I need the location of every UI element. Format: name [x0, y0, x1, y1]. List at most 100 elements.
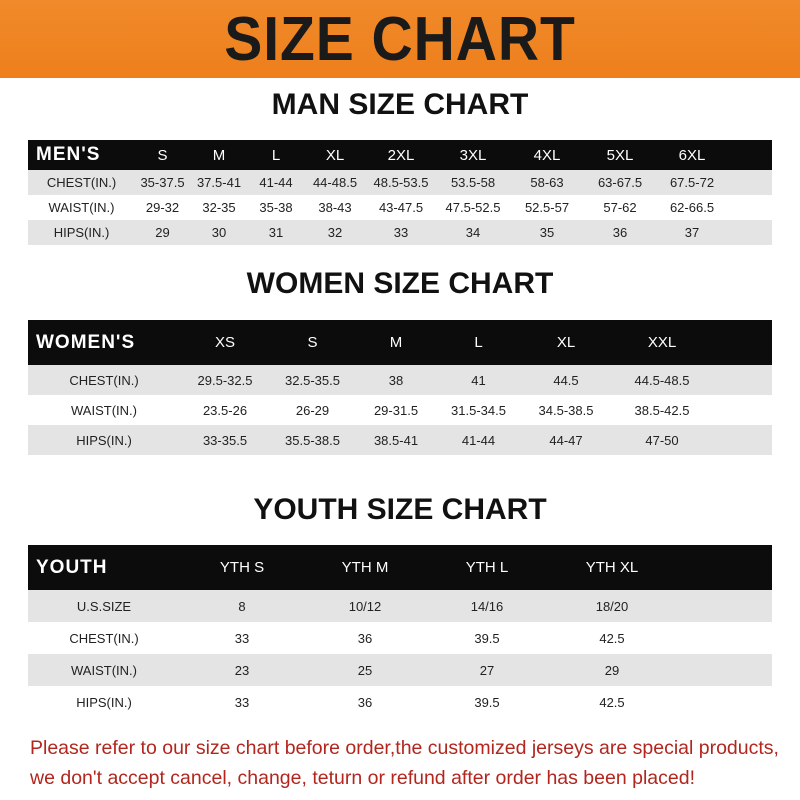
cell: 37.5-41 [196, 175, 242, 190]
cell: 39.5 [474, 630, 500, 646]
cell: 33 [234, 694, 250, 710]
row-label: MEN'S [36, 144, 101, 165]
table-row: WAIST(IN.) 23.5-26 26-29 29-31.5 31.5-34.5 34… [28, 395, 772, 425]
table-row: WAIST(IN.) 23 25 27 29 [28, 654, 772, 686]
row-label: YOUTH [36, 556, 108, 578]
cell: 4XL [533, 146, 561, 164]
cell: 32-35 [202, 200, 236, 215]
cell: 33 [234, 630, 250, 646]
table-row: U.S.SIZE 8 10/12 14/16 18/20 [28, 590, 772, 622]
cell: 39.5 [474, 694, 500, 710]
row-label: U.S.SIZE [76, 598, 132, 614]
cell: XL [325, 146, 345, 164]
row-label: WAIST(IN.) [71, 662, 137, 678]
row-label: CHEST(IN.) [69, 630, 139, 646]
cell: 44.5-48.5 [634, 372, 690, 388]
order-notice: Please refer to our size chart before or… [30, 733, 790, 793]
cell: 2XL [387, 146, 415, 164]
cell: 35 [539, 225, 555, 240]
cell: 34 [465, 225, 481, 240]
row-label: WAIST(IN.) [48, 200, 115, 215]
cell: M [389, 334, 403, 351]
cell: 53.5-58 [450, 175, 496, 190]
cell: 47-50 [645, 432, 679, 448]
banner-title: SIZE CHART [224, 4, 576, 74]
cell: 25 [357, 662, 373, 678]
cell: 38.5-41 [373, 432, 419, 448]
table-row: CHEST(IN.) 35-37.5 37.5-41 41-44 44-48.5 48.5… [28, 170, 772, 195]
cell: YTH M [341, 559, 389, 576]
cell: 30 [211, 225, 227, 240]
women-size-table: WOMEN'S XS S M L XL XXL CHEST(IN.) 29.5-32.5 32.5… [28, 320, 772, 455]
cell: XL [556, 334, 576, 351]
cell: 62-66.5 [669, 200, 715, 215]
cell: 5XL [606, 146, 634, 164]
cell: 41-44 [259, 175, 293, 190]
row-label: WAIST(IN.) [71, 402, 137, 418]
cell: 23 [234, 662, 250, 678]
notice-line: Please refer to our size chart before or… [30, 737, 779, 759]
cell: 8 [238, 598, 246, 614]
cell: L [271, 146, 281, 164]
cell: 41-44 [461, 432, 496, 448]
cell: 44-48.5 [312, 175, 358, 190]
cell: 42.5 [599, 694, 625, 710]
men-title: MAN SIZE CHART [271, 88, 529, 121]
cell: 47.5-52.5 [445, 200, 501, 215]
row-label: HIPS(IN.) [76, 694, 132, 710]
cell: M [212, 146, 226, 164]
cell: 10/12 [348, 598, 382, 614]
cell: S [157, 146, 168, 164]
cell: 36 [357, 630, 373, 646]
cell: 6XL [678, 146, 706, 164]
cell: 23.5-26 [202, 402, 248, 418]
notice-line: we don't accept cancel, change, teturn o… [30, 767, 695, 789]
cell: 34.5-38.5 [538, 402, 594, 418]
cell: 29-31.5 [373, 402, 419, 418]
cell: YTH S [219, 559, 265, 576]
cell: 29.5-32.5 [197, 372, 253, 388]
cell: 57-62 [603, 200, 637, 215]
cell: 27 [479, 662, 495, 678]
row-label: CHEST(IN.) [69, 372, 139, 388]
cell: 32 [327, 225, 343, 240]
men-size-table: MEN'S S M L XL 2XL 3XL 4XL 5XL 6XL CHEST(IN.) 35-37… [28, 140, 772, 245]
cell: 31 [268, 225, 284, 240]
row-label: CHEST(IN.) [46, 175, 117, 190]
row-label: HIPS(IN.) [53, 225, 110, 240]
cell: 63-67.5 [597, 175, 643, 190]
women-title: WOMEN SIZE CHART [246, 267, 554, 300]
cell: 33 [393, 225, 409, 240]
cell: 52.5-57 [524, 200, 570, 215]
row-label: HIPS(IN.) [76, 432, 132, 448]
cell: 36 [357, 694, 373, 710]
header-row: MEN'S S M L XL 2XL 3XL 4XL 5XL 6XL [28, 140, 772, 170]
cell: 29 [155, 225, 170, 240]
table-row: HIPS(IN.) 29 30 31 32 33 34 35 36 37 [28, 220, 772, 245]
cell: 38-43 [318, 200, 352, 215]
cell: 3XL [459, 146, 487, 164]
cell: 38.5-42.5 [634, 402, 690, 418]
cell: XS [214, 334, 235, 351]
table-row: CHEST(IN.) 33 36 39.5 42.5 [28, 622, 772, 654]
cell: S [307, 334, 318, 351]
table-row: CHEST(IN.) 29.5-32.5 32.5-35.5 38 41 44.5 44.5… [28, 365, 772, 395]
table-row: HIPS(IN.) 33 36 39.5 42.5 [28, 686, 772, 718]
cell: 44.5 [553, 372, 579, 388]
banner: SIZE CHART [0, 0, 800, 78]
cell: 35-37.5 [140, 175, 185, 190]
cell: 43-47.5 [378, 200, 424, 215]
cell: 44-47 [549, 432, 583, 448]
cell: 26-29 [295, 402, 330, 418]
youth-size-table: YOUTH YTH S YTH M YTH L YTH XL U.S.SIZE 8 10/12… [28, 545, 772, 718]
header-row: YOUTH YTH S YTH M YTH L YTH XL [28, 545, 772, 590]
cell: 32.5-35.5 [285, 372, 340, 388]
cell: 36 [612, 225, 628, 240]
row-label: WOMEN'S [36, 331, 136, 353]
cell: 35-38 [259, 200, 293, 215]
cell: 31.5-34.5 [451, 402, 506, 418]
cell: 29 [604, 662, 620, 678]
cell: XXL [647, 334, 677, 351]
cell: 48.5-53.5 [373, 175, 429, 190]
cell: 58-63 [530, 175, 564, 190]
